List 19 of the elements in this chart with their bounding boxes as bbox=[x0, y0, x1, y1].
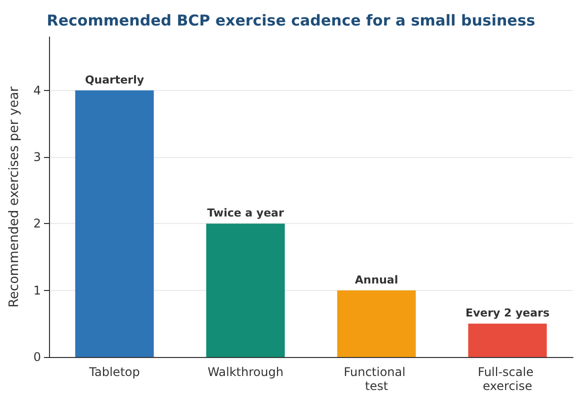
x-tick-label: Full-scale exercise bbox=[478, 365, 538, 393]
y-tick-label: 2 bbox=[33, 216, 41, 231]
y-tick-label: 1 bbox=[33, 283, 41, 298]
bar bbox=[337, 290, 416, 357]
x-tick-label: Walkthrough bbox=[208, 365, 284, 379]
y-axis-title: Recommended exercises per year bbox=[7, 86, 22, 308]
data-label: Annual bbox=[354, 273, 398, 286]
x-tick-label: Tabletop bbox=[88, 365, 140, 379]
bar bbox=[75, 90, 154, 357]
y-tick-label: 3 bbox=[33, 150, 41, 164]
bar bbox=[206, 224, 285, 357]
bar bbox=[468, 324, 547, 357]
data-label: Every 2 years bbox=[465, 306, 550, 320]
y-tick-label: 0 bbox=[33, 350, 41, 364]
chart-title: Recommended BCP exercise cadence for a small business bbox=[46, 12, 536, 30]
data-label: Twice a year bbox=[207, 206, 284, 220]
data-label: Quarterly bbox=[84, 73, 144, 86]
y-tick-label: 4 bbox=[33, 83, 41, 98]
x-tick-label: Functional test bbox=[344, 365, 410, 393]
